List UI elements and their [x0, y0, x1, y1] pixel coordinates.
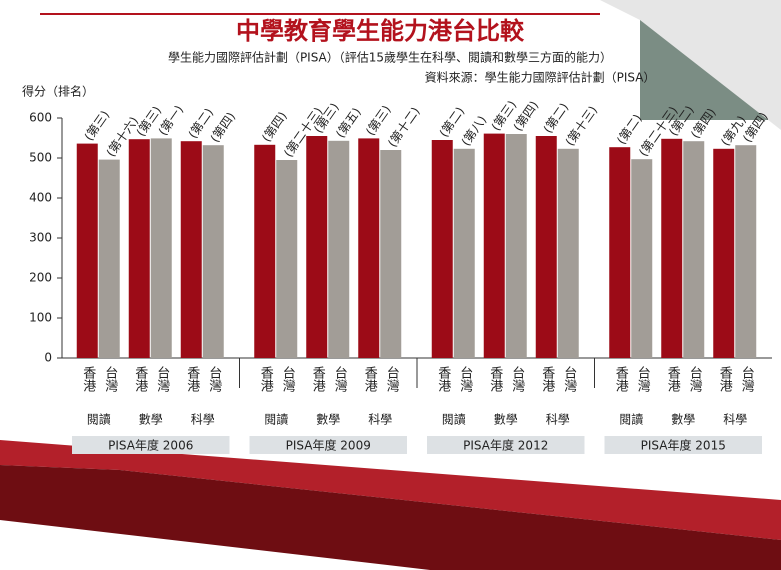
bar [483, 133, 505, 358]
y-tick-label: 600 [29, 111, 52, 125]
category-label: 閱讀 [87, 413, 111, 427]
place-label: 香港 [539, 366, 555, 392]
bar [631, 159, 653, 358]
place-label: 台灣 [280, 366, 296, 393]
place-label: 台灣 [509, 366, 525, 393]
value-label: (第一) [156, 103, 187, 138]
bar [661, 138, 683, 358]
place-label: 台灣 [206, 366, 222, 393]
value-label: (第四) [259, 109, 290, 144]
place-label: 台灣 [102, 366, 118, 393]
bar [609, 147, 631, 358]
group-label-box [72, 436, 230, 454]
place-label: 香港 [80, 366, 96, 392]
bar [358, 138, 380, 358]
value-label: (第三) [82, 108, 113, 143]
bar [328, 140, 350, 358]
bar [505, 134, 527, 358]
place-label: 台灣 [687, 366, 703, 393]
bar [98, 159, 120, 358]
y-tick-label: 400 [29, 191, 52, 205]
category-label: 數學 [671, 413, 695, 427]
group-label-box [427, 436, 585, 454]
category-label: 數學 [494, 413, 518, 427]
category-label: 科學 [723, 413, 747, 427]
bar [128, 139, 150, 358]
place-label: 香港 [435, 366, 451, 392]
y-tick-label: 100 [29, 311, 52, 325]
place-label: 香港 [613, 366, 629, 392]
group-label-box [249, 436, 407, 454]
category-label: 閱讀 [619, 413, 643, 427]
bar [735, 145, 757, 358]
group-label-box [604, 436, 762, 454]
group-label: PISA年度 2015 [641, 438, 726, 453]
y-tick-label: 200 [29, 271, 52, 285]
place-label: 香港 [717, 366, 733, 392]
y-tick-label: 500 [29, 151, 52, 165]
bar [431, 140, 453, 358]
place-label: 香港 [132, 366, 148, 392]
place-label: 台灣 [384, 366, 400, 393]
bar [713, 148, 735, 358]
bar [76, 143, 98, 358]
bar [453, 148, 475, 358]
bar [535, 136, 557, 358]
category-label: 數學 [139, 413, 163, 427]
decor-band [0, 440, 781, 540]
place-label: 香港 [184, 366, 200, 392]
place-label: 台灣 [561, 366, 577, 393]
value-label: (第二) [541, 100, 572, 135]
value-label: (第三) [363, 103, 394, 138]
subtitle: 學生能力國際評估計劃（PISA）（評估15歲學生在科學、閱讀和數學三方面的能力） [168, 50, 612, 65]
place-label: 香港 [665, 366, 681, 392]
value-label: (第二) [614, 112, 645, 147]
photo-fold [600, 0, 781, 130]
place-label: 台灣 [332, 366, 348, 393]
bar [380, 150, 402, 358]
chart-title: 中學教育學生能力港台比較 [236, 17, 525, 45]
group-label: PISA年度 2006 [108, 438, 193, 453]
category-label: 科學 [546, 413, 570, 427]
bar [557, 148, 579, 358]
y-tick-label: 0 [44, 351, 52, 365]
category-label: 閱讀 [442, 413, 466, 427]
place-label: 香港 [258, 366, 274, 392]
y-axis-label: 得分（排名） [22, 84, 94, 99]
category-label: 閱讀 [264, 413, 288, 427]
bar [202, 145, 224, 358]
bar [683, 141, 705, 358]
source: 資料來源：學生能力國際評估計劃（PISA） [425, 70, 656, 85]
group-label: PISA年度 2012 [463, 438, 548, 453]
bar [254, 144, 276, 358]
place-label: 香港 [487, 366, 503, 392]
bar [276, 160, 298, 358]
group-label: PISA年度 2009 [286, 438, 371, 453]
place-label: 台灣 [635, 366, 651, 393]
place-label: 香港 [362, 366, 378, 392]
bar [306, 136, 328, 358]
decor-band-dark [0, 465, 781, 570]
place-label: 香港 [310, 366, 326, 392]
category-label: 數學 [316, 413, 340, 427]
place-label: 台灣 [154, 366, 170, 393]
bar [180, 141, 202, 358]
category-label: 科學 [368, 413, 392, 427]
category-label: 科學 [191, 413, 215, 427]
place-label: 台灣 [457, 366, 473, 393]
y-tick-label: 300 [29, 231, 52, 245]
place-label: 台灣 [739, 366, 755, 393]
bar [150, 138, 172, 358]
